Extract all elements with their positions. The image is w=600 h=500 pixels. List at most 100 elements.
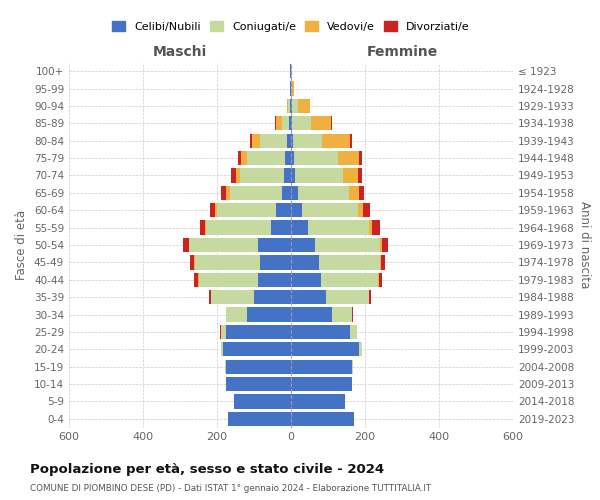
Bar	[199, 272, 258, 287]
Bar	[235, 168, 240, 182]
Bar	[195, 256, 260, 270]
Bar	[292, 82, 295, 96]
Bar	[291, 377, 352, 391]
Bar	[271, 220, 291, 234]
Bar	[290, 99, 291, 113]
Bar	[332, 308, 352, 322]
Bar	[369, 220, 371, 234]
Bar	[359, 151, 362, 165]
Text: Popolazione per età, sesso e stato civile - 2024: Popolazione per età, sesso e stato civil…	[30, 462, 384, 475]
Y-axis label: Fasce di età: Fasce di età	[16, 210, 28, 280]
Bar	[233, 394, 291, 408]
Bar	[258, 272, 291, 287]
Bar	[205, 220, 206, 234]
Bar	[381, 256, 385, 270]
Bar	[380, 238, 382, 252]
Y-axis label: Anni di nascita: Anni di nascita	[578, 202, 591, 288]
Bar	[286, 151, 291, 165]
Bar	[291, 256, 319, 270]
Text: Maschi: Maschi	[153, 45, 207, 59]
Bar	[378, 272, 379, 287]
Bar	[230, 186, 282, 200]
Bar	[226, 360, 291, 374]
Bar	[322, 134, 350, 148]
Bar	[287, 99, 289, 113]
Bar	[319, 256, 380, 270]
Bar	[352, 360, 353, 374]
Bar	[369, 290, 371, 304]
Bar	[291, 203, 302, 218]
Bar	[215, 203, 217, 218]
Bar	[291, 99, 292, 113]
Bar	[241, 151, 247, 165]
Bar	[291, 134, 293, 148]
Bar	[311, 116, 331, 130]
Bar	[291, 290, 326, 304]
Bar	[258, 238, 291, 252]
Bar	[275, 116, 276, 130]
Bar	[194, 272, 198, 287]
Bar	[350, 325, 357, 339]
Bar	[291, 168, 295, 182]
Bar	[189, 238, 258, 252]
Bar	[352, 308, 353, 322]
Bar	[291, 342, 359, 356]
Bar	[358, 203, 363, 218]
Bar	[209, 290, 211, 304]
Bar	[183, 238, 188, 252]
Bar	[290, 64, 291, 78]
Bar	[294, 151, 338, 165]
Bar	[240, 168, 284, 182]
Bar	[291, 116, 292, 130]
Bar	[308, 220, 368, 234]
Bar	[238, 151, 241, 165]
Bar	[190, 256, 194, 270]
Text: Femmine: Femmine	[367, 45, 437, 59]
Bar	[217, 203, 276, 218]
Bar	[291, 394, 344, 408]
Bar	[363, 203, 370, 218]
Bar	[298, 99, 310, 113]
Bar	[226, 308, 247, 322]
Bar	[291, 220, 308, 234]
Bar	[331, 116, 332, 130]
Bar	[298, 186, 349, 200]
Bar	[250, 134, 252, 148]
Bar	[302, 203, 358, 218]
Bar	[291, 238, 315, 252]
Bar	[221, 325, 226, 339]
Bar	[338, 151, 359, 165]
Bar	[188, 238, 189, 252]
Bar	[289, 116, 291, 130]
Bar	[252, 134, 260, 148]
Bar	[200, 220, 205, 234]
Bar	[379, 272, 382, 287]
Bar	[293, 134, 322, 148]
Bar	[292, 116, 311, 130]
Bar	[284, 168, 291, 182]
Bar	[320, 272, 378, 287]
Bar	[291, 412, 354, 426]
Bar	[211, 290, 254, 304]
Bar	[254, 290, 291, 304]
Bar	[326, 290, 368, 304]
Bar	[282, 186, 291, 200]
Bar	[359, 186, 364, 200]
Bar	[359, 342, 362, 356]
Bar	[287, 134, 291, 148]
Bar	[291, 272, 320, 287]
Bar	[290, 82, 291, 96]
Bar	[247, 151, 286, 165]
Bar	[291, 325, 350, 339]
Bar	[221, 186, 226, 200]
Bar	[226, 377, 291, 391]
Bar	[291, 186, 298, 200]
Bar	[282, 116, 289, 130]
Text: COMUNE DI PIOMBINO DESE (PD) - Dati ISTAT 1° gennaio 2024 - Elaborazione TUTTITA: COMUNE DI PIOMBINO DESE (PD) - Dati ISTA…	[30, 484, 431, 493]
Bar	[343, 168, 358, 182]
Bar	[291, 360, 352, 374]
Bar	[226, 186, 230, 200]
Bar	[349, 186, 359, 200]
Bar	[260, 134, 287, 148]
Bar	[226, 325, 291, 339]
